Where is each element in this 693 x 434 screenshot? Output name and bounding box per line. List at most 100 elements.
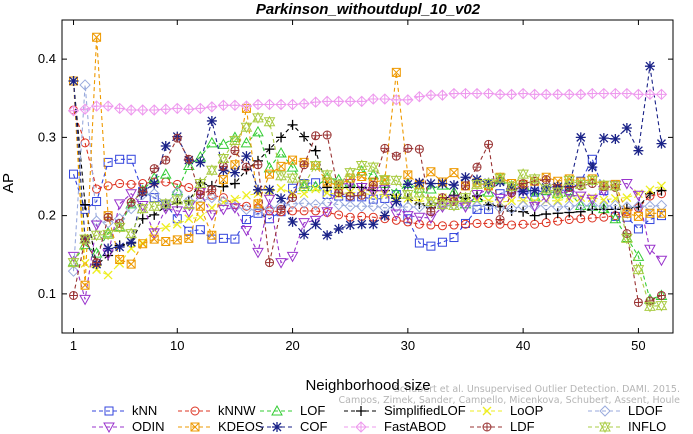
data-point-lof	[217, 138, 230, 149]
data-point-simplifiedlof	[575, 206, 586, 217]
data-point-knn	[115, 154, 125, 164]
series-inflo	[67, 111, 668, 313]
data-point-odin	[471, 189, 483, 201]
data-point-ldf	[484, 139, 494, 149]
data-point-ldf	[507, 188, 517, 198]
data-point-simplifiedlof	[587, 204, 598, 215]
data-point-kdeos	[276, 161, 286, 171]
legend-label: LoOP	[510, 403, 543, 418]
data-point-fastabod	[621, 87, 633, 100]
data-point-odin	[275, 258, 287, 269]
data-point-ldof	[367, 200, 379, 212]
data-point-ldof	[286, 198, 299, 210]
data-point-lof	[425, 182, 437, 194]
series-kdeos	[69, 32, 666, 290]
legend-label: COF	[300, 419, 328, 434]
data-point-odin	[655, 255, 668, 267]
data-point-fastabod	[644, 88, 656, 101]
data-point-inflo	[136, 202, 149, 215]
data-point-inflo	[436, 198, 449, 211]
data-point-fastabod	[229, 99, 241, 112]
data-point-ldof	[517, 200, 529, 212]
legend-label: LDOF	[628, 403, 663, 418]
data-point-knn	[218, 233, 228, 243]
data-point-kdeos	[253, 199, 263, 209]
data-point-inflo	[206, 164, 218, 177]
legend-entry-kdeos: KDEOS	[178, 419, 264, 434]
data-point-cof	[414, 177, 425, 188]
chart-title: Parkinson_withoutdupl_10_v02	[256, 1, 481, 18]
data-point-cof	[633, 145, 644, 156]
data-point-simplifiedlof	[598, 204, 609, 215]
data-point-cof	[529, 185, 540, 196]
data-point-simplifiedlof	[299, 131, 310, 142]
data-point-fastabod	[586, 87, 599, 100]
data-point-cof	[506, 183, 517, 194]
data-point-ldf	[322, 130, 332, 140]
plot-frame	[61, 19, 674, 334]
data-point-simplifiedlof	[656, 185, 667, 196]
data-point-ldof	[609, 199, 622, 212]
data-point-fastabod	[517, 87, 529, 100]
data-point-kdeos	[92, 32, 102, 42]
data-point-inflo	[344, 166, 357, 179]
data-point-odin	[574, 191, 587, 203]
data-point-inflo	[528, 172, 541, 185]
data-point-fastabod	[309, 96, 322, 108]
data-point-fastabod	[217, 99, 230, 112]
data-point-loop	[299, 189, 309, 199]
data-point-kdeos	[138, 239, 148, 249]
data-point-lof	[263, 161, 276, 173]
data-point-inflo	[286, 172, 299, 185]
data-point-loop	[553, 196, 563, 206]
data-point-inflo	[79, 233, 91, 246]
series-line-odin	[72, 182, 662, 300]
data-point-loop	[103, 270, 113, 280]
legend-marker-kdeos	[190, 422, 200, 432]
data-point-loop	[241, 190, 251, 200]
data-point-kdeos	[126, 259, 136, 269]
series-line-ldf	[72, 134, 662, 304]
data-point-knnw	[265, 206, 275, 216]
data-point-loop	[126, 244, 136, 253]
data-point-inflo	[609, 179, 622, 192]
data-point-ldof	[563, 200, 575, 212]
data-point-loop	[80, 258, 90, 268]
data-point-fastabod	[540, 88, 552, 101]
legend-marker-loop	[482, 406, 492, 416]
y-tick-label: 0.1	[38, 286, 56, 301]
data-point-knnw	[115, 179, 125, 189]
data-point-ldf	[161, 155, 171, 165]
data-point-inflo	[655, 299, 668, 312]
data-point-lof	[102, 226, 114, 238]
data-point-cof	[252, 184, 263, 195]
data-point-loop	[138, 238, 148, 248]
data-point-fastabod	[471, 87, 483, 100]
data-point-odin	[67, 251, 80, 263]
data-point-ldof	[125, 202, 137, 215]
data-point-knn	[69, 169, 79, 179]
data-point-lof	[298, 180, 310, 192]
series-fastabod	[67, 87, 668, 117]
data-point-cof	[575, 132, 586, 143]
data-point-fastabod	[275, 98, 287, 111]
data-point-ldof	[217, 195, 230, 208]
data-point-cof	[483, 177, 494, 188]
data-point-ldof	[494, 202, 506, 214]
data-point-knnw	[449, 220, 459, 230]
data-point-loop	[172, 219, 182, 229]
data-point-knn	[437, 237, 447, 247]
data-point-odin	[182, 207, 195, 218]
data-point-odin	[390, 209, 403, 221]
data-point-inflo	[252, 111, 264, 124]
data-point-ldf	[391, 151, 401, 161]
data-point-knn	[403, 214, 413, 224]
data-point-knn	[103, 157, 113, 167]
data-point-simplifiedlof	[276, 132, 287, 143]
data-point-cof	[68, 76, 79, 87]
data-point-ldof	[171, 186, 183, 198]
data-point-inflo	[113, 221, 126, 234]
data-point-odin	[263, 194, 276, 206]
data-point-kdeos	[207, 230, 217, 240]
data-point-ldf	[414, 144, 424, 154]
